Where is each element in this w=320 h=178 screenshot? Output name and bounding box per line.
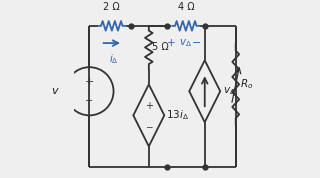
Text: +: +: [85, 77, 94, 87]
Text: −: −: [85, 96, 93, 106]
Text: $i_\Delta$: $i_\Delta$: [109, 53, 118, 66]
Text: $13i_\Delta$: $13i_\Delta$: [166, 108, 189, 122]
Text: $R_o$: $R_o$: [240, 77, 253, 91]
Text: 2 Ω: 2 Ω: [103, 2, 120, 12]
Text: 4 Ω: 4 Ω: [178, 2, 194, 12]
Text: +: +: [145, 101, 153, 111]
Text: $v_\Delta$: $v_\Delta$: [223, 85, 236, 97]
Text: −: −: [192, 38, 202, 48]
Text: 5 Ω: 5 Ω: [152, 42, 169, 52]
Text: −: −: [145, 122, 153, 131]
Text: $v_\Delta$: $v_\Delta$: [179, 37, 192, 49]
Text: +: +: [167, 38, 175, 48]
Text: $v$: $v$: [52, 86, 60, 96]
